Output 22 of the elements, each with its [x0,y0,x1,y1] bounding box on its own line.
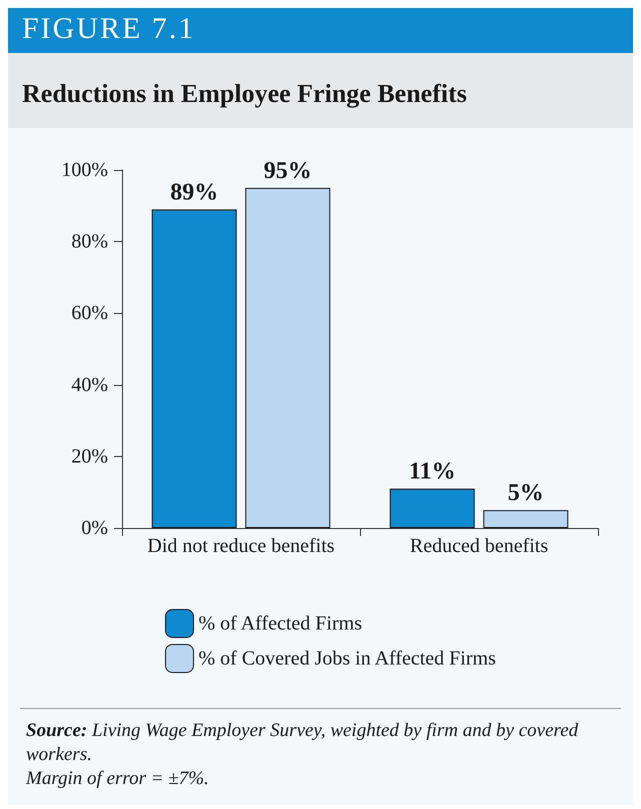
bar [152,209,237,528]
text: Margin of error = ±7%. [26,767,210,791]
y-tick-label: 100% [61,159,108,181]
chart-subtitle: Reductions in Employee Fringe Benefits [8,53,633,128]
data-label: 89% [170,179,218,206]
y-tick-label: 20% [71,445,108,468]
x-tick-label: Reduced benefits [410,535,548,557]
source-note: Source: Living Wage Employer Survey, weighted by firm and by covered workers. [26,719,580,767]
y-tick-label: 80% [71,230,108,253]
legend-label: % of Covered Jobs in Affected Firms [198,648,496,670]
y-tick-label: 60% [71,302,108,324]
data-label: 5% [508,480,544,506]
y-tick-label: 40% [71,374,108,396]
bar [390,488,475,528]
data-label: 11% [408,458,456,485]
chart-title: FIGURE 7.1 [8,8,633,53]
y-tick-label: 0% [81,517,108,539]
x-tick-label: Did not reduce benefits [147,535,335,557]
bar [245,188,330,528]
data-label: 95% [264,158,312,184]
bar [483,510,568,528]
legend-label: % of Affected Firms [198,612,362,634]
